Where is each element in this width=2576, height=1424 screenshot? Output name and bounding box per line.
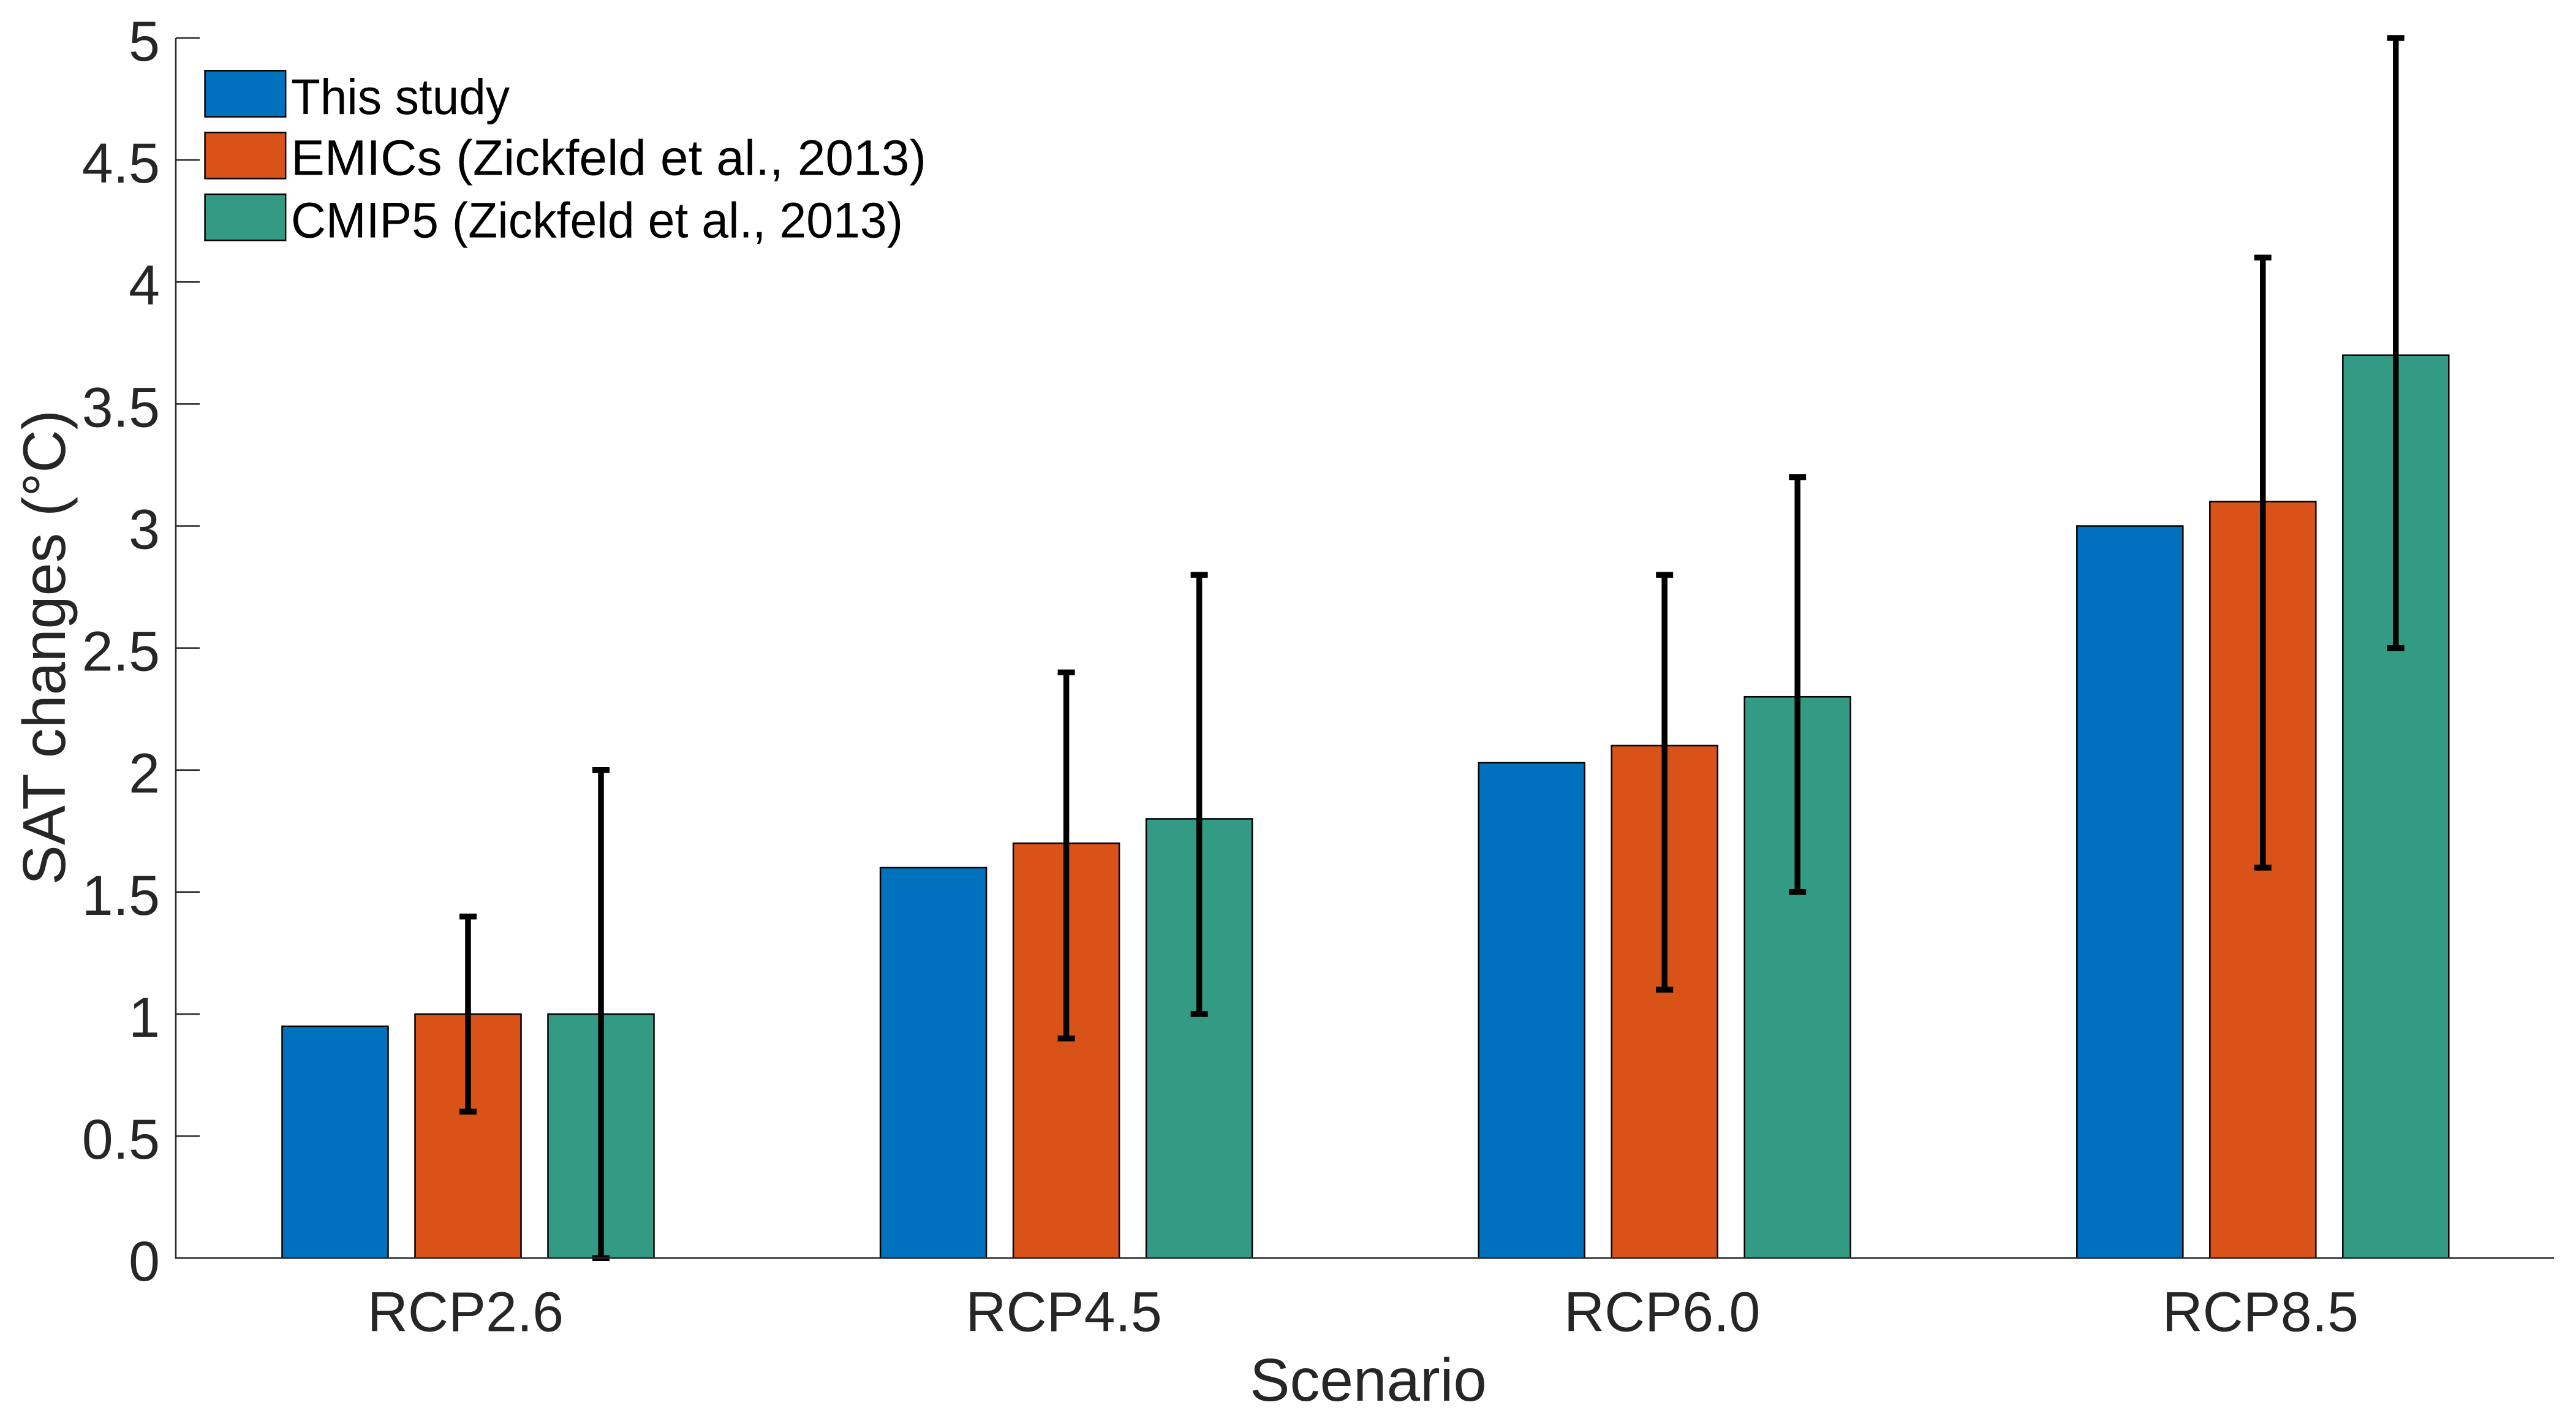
svg-text:1: 1 xyxy=(129,987,160,1049)
svg-text:RCP4.5: RCP4.5 xyxy=(965,1281,1161,1344)
svg-text:0: 0 xyxy=(129,1230,160,1293)
svg-text:2: 2 xyxy=(129,743,160,805)
svg-text:Scenario: Scenario xyxy=(1250,1346,1487,1414)
svg-text:1.5: 1.5 xyxy=(82,865,160,927)
svg-text:3: 3 xyxy=(129,499,160,561)
svg-text:0.5: 0.5 xyxy=(82,1108,160,1171)
svg-text:4: 4 xyxy=(129,254,160,317)
svg-text:RCP2.6: RCP2.6 xyxy=(368,1281,564,1344)
svg-text:CMIP5 (Zickfeld et al., 2013): CMIP5 (Zickfeld et al., 2013) xyxy=(291,193,903,249)
svg-text:5: 5 xyxy=(129,10,160,73)
svg-text:RCP6.0: RCP6.0 xyxy=(1564,1281,1760,1344)
svg-text:This study: This study xyxy=(291,69,510,125)
svg-text:RCP8.5: RCP8.5 xyxy=(2162,1281,2359,1344)
svg-text:SAT changes (°C): SAT changes (°C) xyxy=(10,410,78,885)
svg-text:3.5: 3.5 xyxy=(82,376,160,439)
svg-text:EMICs (Zickfeld et al., 2013): EMICs (Zickfeld et al., 2013) xyxy=(291,131,926,186)
svg-text:2.5: 2.5 xyxy=(82,621,160,683)
svg-text:4.5: 4.5 xyxy=(82,132,160,195)
